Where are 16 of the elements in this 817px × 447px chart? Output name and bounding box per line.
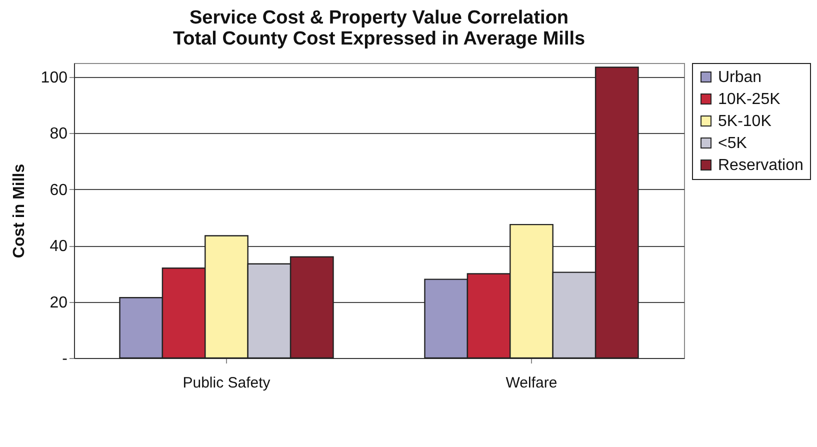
text: Service Cost & Property Value Correlation [189, 8, 569, 28]
legend-label: 5K-10K [718, 113, 772, 130]
y-axis-title: Cost in Mills [10, 164, 28, 258]
text: Total County Cost Expressed in Average Mills [172, 28, 586, 50]
y-tick-label: 100 [40, 70, 68, 87]
legend-label: Reservation [718, 157, 804, 174]
y-tick-label: 60 [50, 182, 68, 199]
x-tick-label: Public Safety [182, 374, 271, 392]
y-tick-label: 40 [50, 238, 68, 256]
legend-label: 10K-25K [718, 91, 781, 108]
legend-label: <5K [718, 135, 748, 152]
y-tick-label: 80 [50, 126, 68, 143]
y-tick-label: - [62, 350, 68, 368]
y-tick-label: 20 [50, 294, 68, 312]
legend-label: Urban [718, 69, 762, 86]
x-tick-label: Welfare [506, 374, 558, 392]
